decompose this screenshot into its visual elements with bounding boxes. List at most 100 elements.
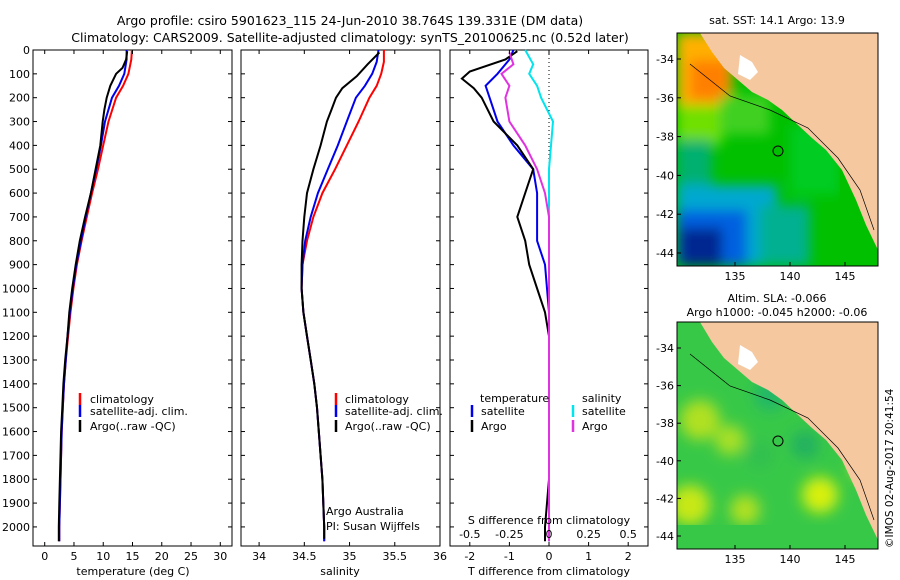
- sla-land-mass: [700, 322, 878, 540]
- sst-lon-tick-label: 145: [835, 270, 856, 283]
- depth-tick-label: 1300: [2, 354, 30, 367]
- legend-temperature-title: temperature: [480, 392, 549, 405]
- depth-tick-label: 2000: [2, 521, 30, 534]
- salinity-plot-frame: [240, 49, 441, 547]
- x-tick-label: 2: [625, 550, 632, 563]
- depth-tick-label: 600: [9, 187, 30, 200]
- sst-lat-tick-label: -38: [656, 131, 674, 144]
- legend-climatology-label: climatology: [90, 393, 154, 406]
- sla-shelf-contour: [689, 353, 875, 521]
- credit-text: ©IMOS 02-Aug-2017 20:41:54: [884, 388, 896, 548]
- x-tick-label: 25: [184, 550, 198, 563]
- sla-map-frame: [676, 321, 879, 550]
- x-tick-label: 0: [546, 550, 553, 563]
- sst-map-title: sat. SST: 14.1 Argo: 13.9: [709, 14, 845, 27]
- legend-climatology-label: climatology: [345, 393, 409, 406]
- depth-tick-label: 1800: [2, 473, 30, 486]
- difference-series-group: [460, 49, 555, 542]
- sst-argo-position-marker: [772, 145, 784, 157]
- x-tick-label: 34: [252, 550, 266, 563]
- sla-argo-position-marker: [772, 435, 784, 447]
- sst-lat-tick-label: -36: [656, 92, 674, 105]
- sla-map: [677, 322, 878, 549]
- legend-t-satellite-label: satellite: [481, 405, 525, 418]
- sla-lon-tick-label: 140: [780, 553, 801, 566]
- legend-salinity-title: salinity: [582, 392, 622, 405]
- sst-shelf-contour: [689, 63, 875, 231]
- salinity-xlabel: salinity: [320, 565, 360, 578]
- x-tick-label: 10: [96, 550, 110, 563]
- sst-lon-tick-label: 140: [780, 270, 801, 283]
- sst-lat-tick-label: -44: [656, 247, 674, 260]
- depth-tick-label: 0: [23, 44, 30, 57]
- axes-group: 0 5 10 15 20 25 300100200300400500600700800900…: [2, 44, 648, 563]
- temperature-plot-frame: [32, 49, 233, 547]
- t-difference-xlabel: T difference from climatology: [467, 565, 630, 578]
- sla-lat-tick-label: -44: [656, 530, 674, 543]
- depth-tick-label: 1600: [2, 426, 30, 439]
- sst-gulf-inlet: [738, 55, 758, 80]
- sst-lat-tick-label: -40: [656, 169, 674, 182]
- salinity-annotation-line1: Argo Australia: [326, 505, 404, 518]
- legend-satellite-label: satellite-adj. clim.: [90, 405, 188, 418]
- x-tick-label: 35: [343, 550, 357, 563]
- sst-lat-tick-label: -42: [656, 208, 674, 221]
- sla-lon-tick-label: 145: [835, 553, 856, 566]
- depth-tick-label: 900: [9, 259, 30, 272]
- x-tick-label: 20: [155, 550, 169, 563]
- x-tick-label: -2: [464, 550, 475, 563]
- sla-lat-tick-label: -40: [656, 455, 674, 468]
- header-line1: Argo profile: csiro 5901623_115 24-Jun-2…: [117, 13, 583, 28]
- sla-lat-tick-label: -38: [656, 417, 674, 430]
- sst-lon-tick-label: 135: [725, 270, 746, 283]
- sla-map-title-line1: Altim. SLA: -0.066: [727, 292, 826, 305]
- legend-argo-label: Argo(..raw -QC): [90, 420, 176, 433]
- depth-tick-label: 200: [9, 92, 30, 105]
- depth-tick-label: 1700: [2, 449, 30, 462]
- x-tick-label: 30: [213, 550, 227, 563]
- x-tick-label: 0: [41, 550, 48, 563]
- s-difference-label: S difference from climatology: [468, 514, 631, 527]
- s-difference-tick-label: 0: [546, 528, 553, 541]
- s-difference-tick-label: -0.5: [459, 528, 480, 541]
- sla-lat-tick-label: -36: [656, 380, 674, 393]
- depth-tick-label: 700: [9, 211, 30, 224]
- header-line2: Climatology: CARS2009. Satellite-adjuste…: [71, 30, 628, 45]
- temperature-xlabel: temperature (deg C): [76, 565, 189, 578]
- legend-satellite-label: satellite-adj. clim.: [345, 405, 443, 418]
- depth-tick-label: 400: [9, 139, 30, 152]
- sla-lat-tick-label: -34: [656, 342, 674, 355]
- salinity-annotation-line2: PI: Susan Wijffels: [326, 520, 420, 533]
- x-tick-label: 15: [126, 550, 140, 563]
- depth-tick-label: 1900: [2, 497, 30, 510]
- sla-lon-tick-label: 135: [725, 553, 746, 566]
- temperature-series-group: [57, 49, 133, 542]
- map-ticks-group: 135 140 145 -34 -36 -38 -40 -42 -44 135 140 145 -34 -…: [656, 53, 855, 566]
- s-difference-tick-label: 0.5: [619, 528, 637, 541]
- depth-tick-label: 500: [9, 163, 30, 176]
- sst-map: [677, 33, 878, 266]
- depth-tick-label: 100: [9, 68, 30, 81]
- depth-tick-label: 1100: [2, 306, 30, 319]
- x-tick-label: -1: [504, 550, 515, 563]
- depth-tick-label: 800: [9, 235, 30, 248]
- depth-tick-label: 1400: [2, 378, 30, 391]
- depth-tick-label: 1200: [2, 330, 30, 343]
- temperature-argo-raw-qc-line: [57, 51, 129, 542]
- depth-tick-label: 1500: [2, 402, 30, 415]
- s-difference-tick-label: 0.25: [576, 528, 601, 541]
- differences-s-argo-line: [500, 52, 550, 542]
- depth-tick-label: 300: [9, 116, 30, 129]
- sst-map-frame: [676, 32, 879, 267]
- sst-land-mass: [700, 33, 878, 250]
- x-tick-label: 1: [585, 550, 592, 563]
- legend-argo-label: Argo(..raw -QC): [345, 420, 431, 433]
- s-difference-tick-label: -0.25: [495, 528, 523, 541]
- legend-s-satellite-label: satellite: [582, 405, 626, 418]
- x-tick-label: 36: [433, 550, 447, 563]
- sla-lat-tick-label: -42: [656, 492, 674, 505]
- sla-map-title-line2: Argo h1000: -0.045 h2000: -0.06: [687, 306, 868, 319]
- sla-gulf-inlet: [738, 345, 758, 370]
- salinity-legend: climatology satellite-adj. clim. Argo(..…: [334, 393, 443, 433]
